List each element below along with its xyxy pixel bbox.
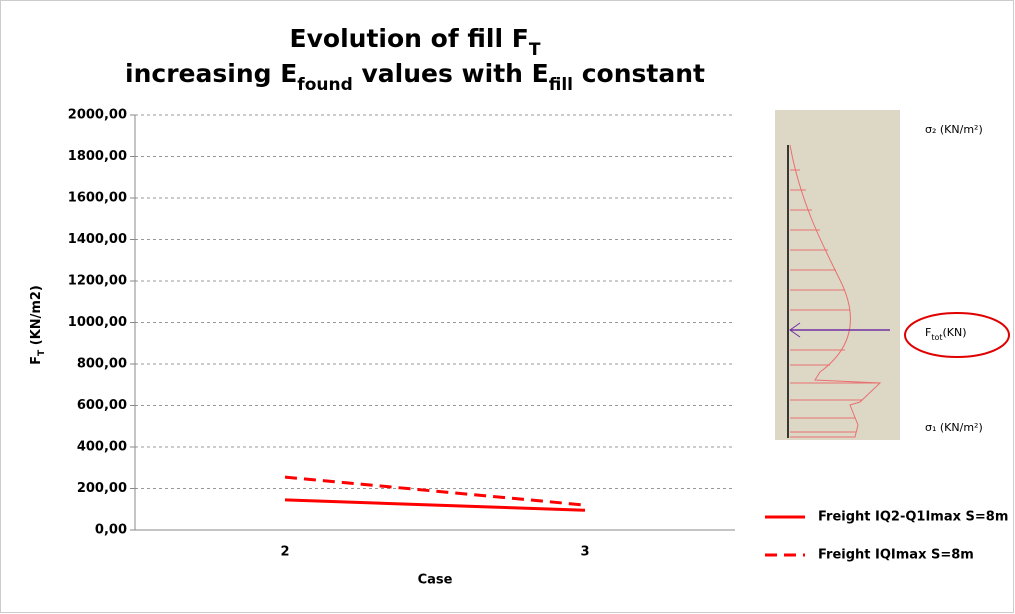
subscript: found (297, 75, 352, 95)
legend-label: Freight IQImax S=8m (818, 548, 974, 563)
annotation: Ftot(KN) (925, 326, 967, 342)
y-tick-label: 1400,00 (68, 232, 127, 247)
text-part: values with E (353, 59, 549, 88)
diagram-hatch (789, 144, 882, 438)
text-part: constant (573, 59, 705, 88)
y-tick-label: 800,00 (77, 357, 127, 372)
y-tick-label: 1000,00 (68, 315, 127, 330)
y-tick-label: 1600,00 (68, 191, 127, 206)
annotation: σ₂ (KN/m²) (925, 123, 983, 136)
subscript: tot (931, 333, 942, 342)
y-tick-label: 400,00 (77, 440, 127, 455)
subscript: fill (549, 75, 573, 95)
text-part: increasing E (125, 59, 297, 88)
diagram: σ₂ (KN/m²) σ₁ (KN/m²) Ftot(KN) (775, 110, 1010, 440)
text-part: (KN/m2) (29, 285, 44, 350)
y-tick-label: 0,00 (95, 523, 127, 538)
x-axis-label: Case (418, 573, 453, 588)
subscript: T (37, 349, 47, 356)
y-axis-label: FT (KN/m2) (29, 285, 47, 365)
y-tick-label: 1800,00 (68, 149, 127, 164)
text-part: F (925, 326, 931, 339)
y-tick-label: 1200,00 (68, 274, 127, 289)
series-line (284, 498, 586, 512)
text-part: (KN) (943, 326, 967, 339)
y-tick-label: 2000,00 (68, 108, 127, 123)
annotation: σ₁ (KN/m²) (925, 421, 983, 434)
x-tick-label: 3 (580, 545, 589, 560)
text-part: F (29, 356, 44, 365)
force-arrowhead (789, 322, 801, 338)
chart-title: increasing Efound values with Efill cons… (125, 59, 705, 95)
y-tick-label: 600,00 (77, 398, 127, 413)
text-part: Evolution of fill F (290, 24, 529, 53)
series-line (284, 475, 586, 507)
chart-title: Evolution of fill FT (290, 24, 541, 60)
highlight-ellipse (904, 312, 1010, 358)
y-tick-label: 200,00 (77, 481, 127, 496)
subscript: T (529, 40, 541, 60)
x-tick-label: 2 (280, 545, 289, 560)
legend-label: Freight IQ2-Q1Imax S=8m (818, 510, 1008, 525)
